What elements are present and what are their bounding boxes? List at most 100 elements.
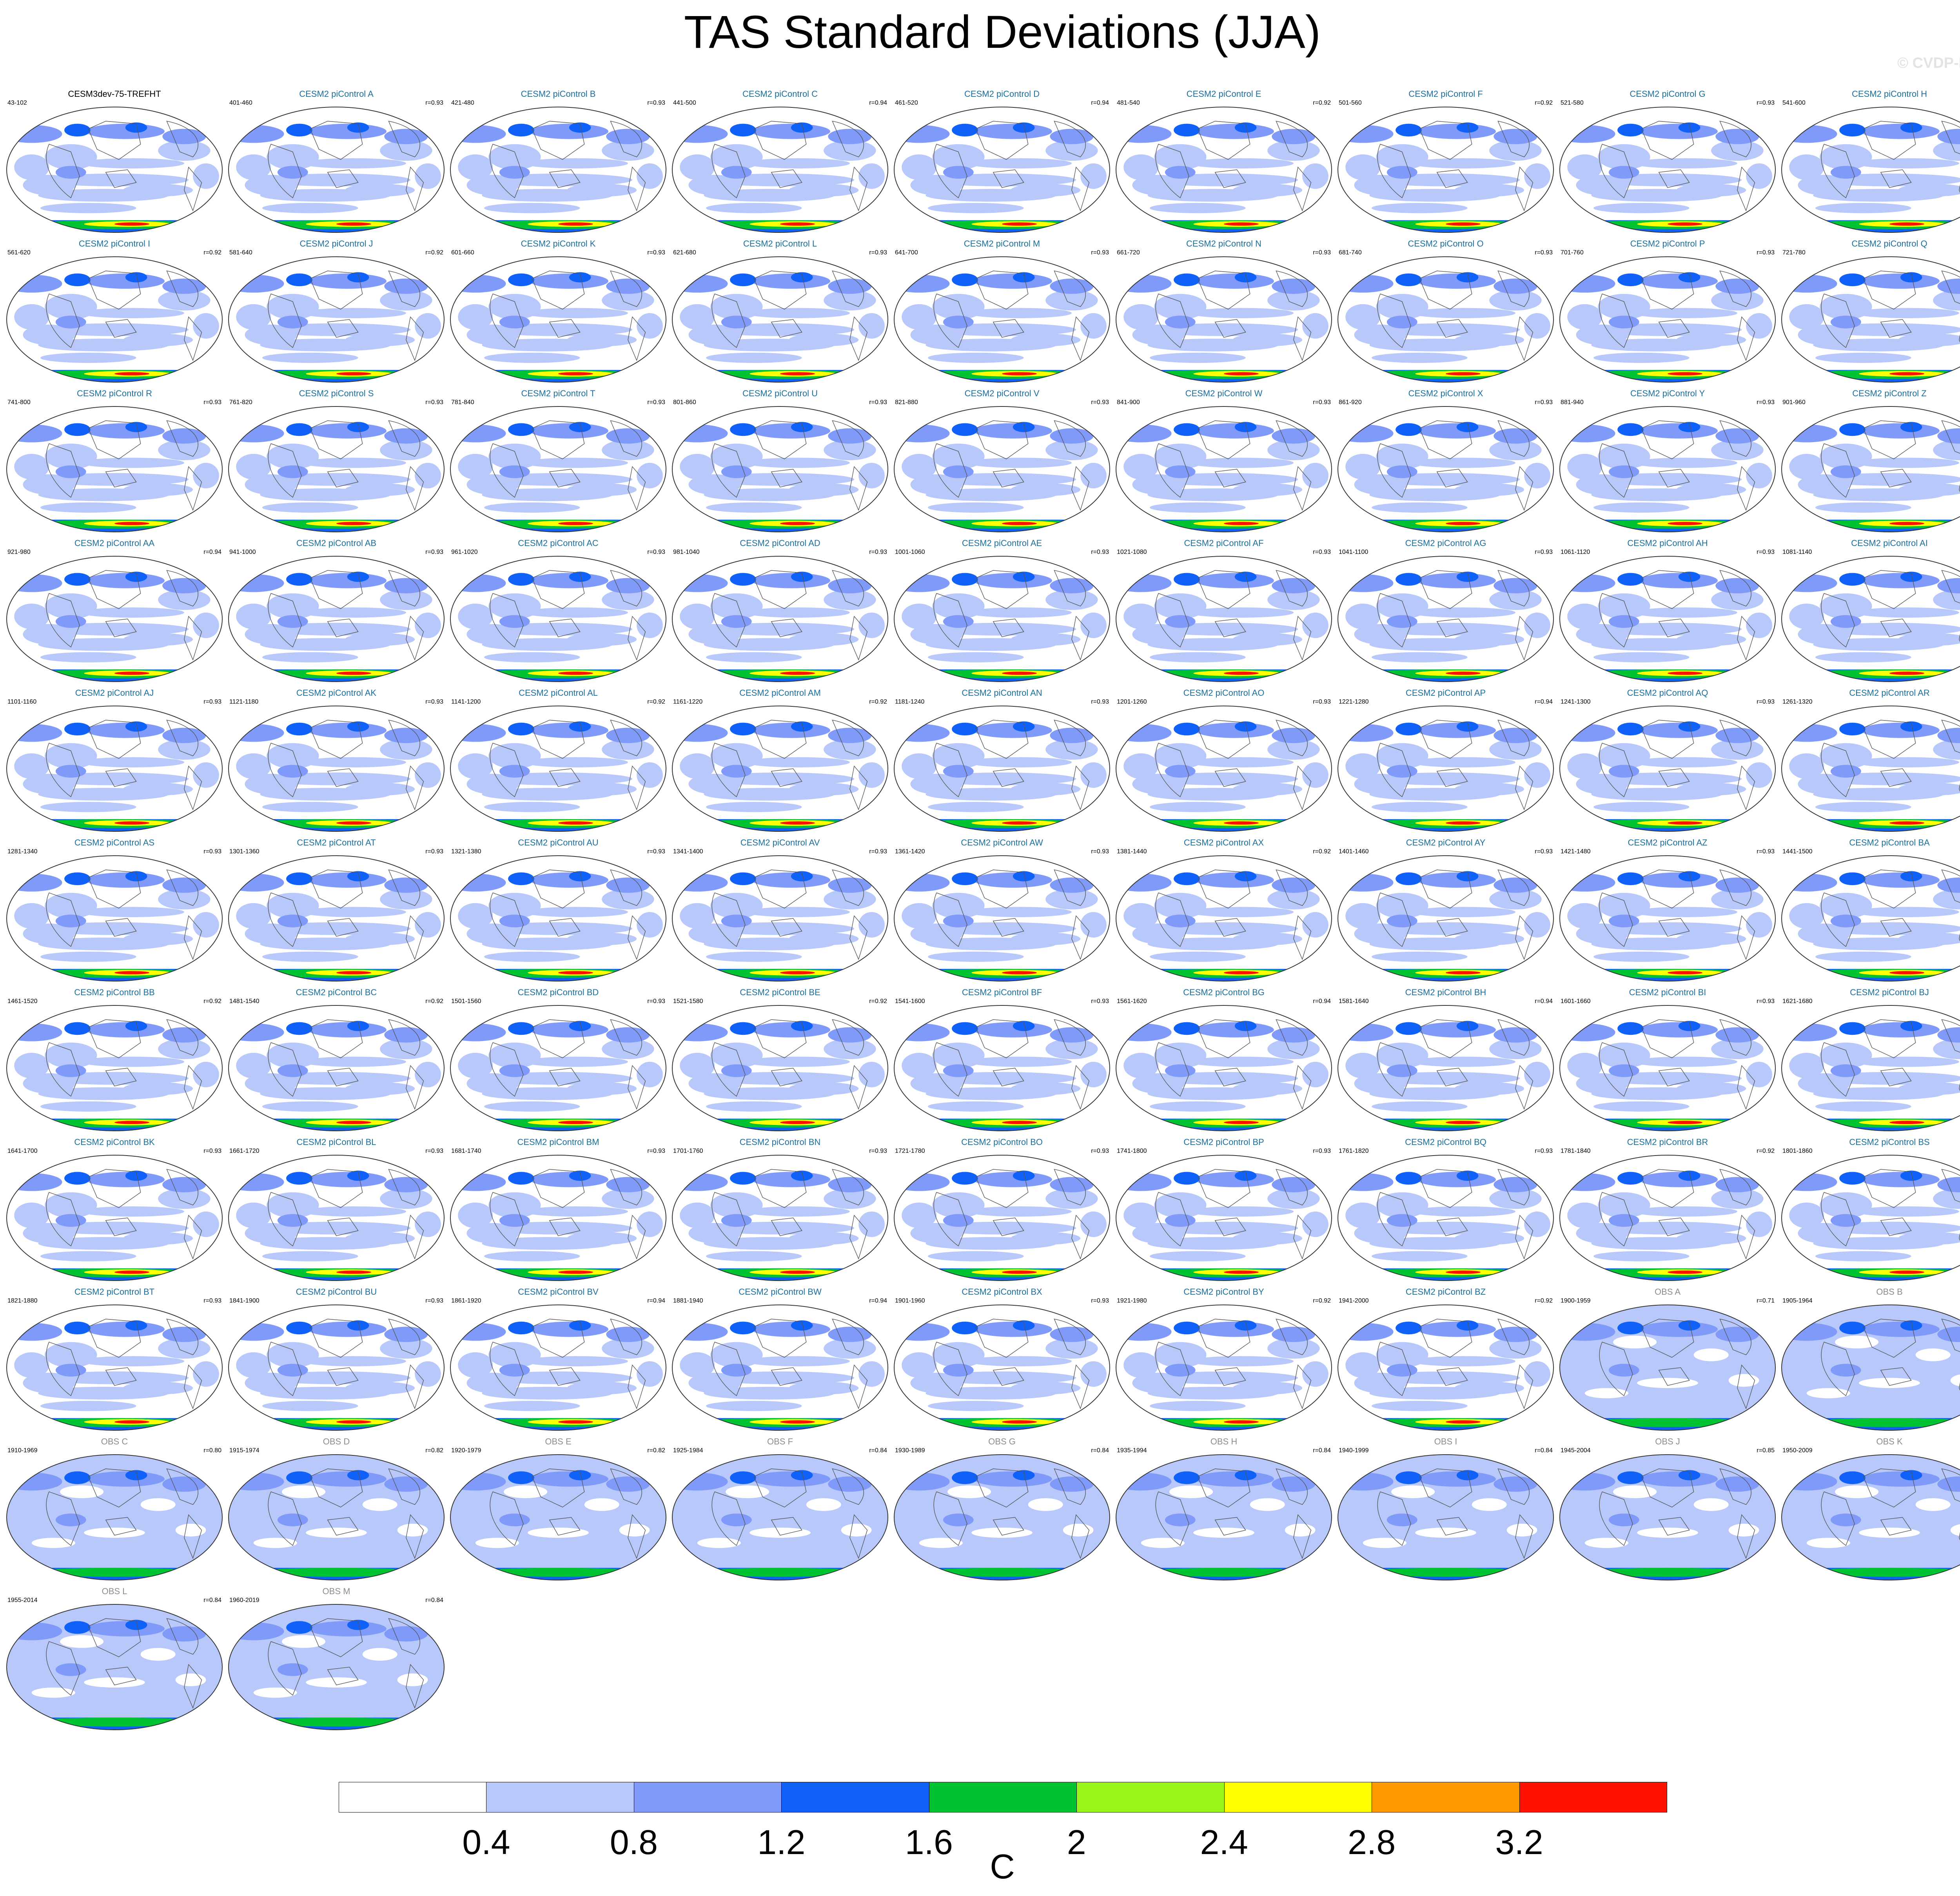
map-plot [1781, 706, 1960, 832]
coastline [1155, 1491, 1189, 1546]
coastline [532, 1169, 585, 1208]
coastline [88, 1319, 141, 1358]
contour-region [558, 1270, 593, 1274]
map-field [229, 706, 444, 831]
contour-region [384, 1326, 428, 1342]
coastline [832, 869, 864, 906]
contour-region [1371, 203, 1468, 213]
panel-years: 1940-1999 [1339, 1447, 1369, 1454]
map-border [672, 256, 888, 383]
contour-region [1234, 572, 1257, 582]
contour-region [1802, 1568, 1960, 1577]
contour-region [1820, 144, 1872, 170]
panel-title: OBS K [1876, 1437, 1903, 1446]
contour-region [415, 463, 441, 488]
contour-region [730, 1172, 756, 1185]
contour-region [114, 1420, 149, 1424]
contour-region [1045, 440, 1098, 461]
map-border [672, 406, 888, 532]
contour-region [1234, 422, 1257, 432]
map-plot [1338, 406, 1554, 532]
panel-correlation: r=0.93 [647, 848, 665, 855]
map-field [1560, 1455, 1775, 1580]
coastline [933, 443, 967, 498]
contour-region [902, 1352, 937, 1378]
map-border [450, 706, 666, 832]
contour-region [384, 1027, 428, 1043]
contour-region [1839, 273, 1866, 287]
contour-region [1080, 1361, 1107, 1387]
coastline [327, 469, 359, 488]
contour-region [791, 721, 813, 732]
map-panel: CESM2 piControl BQ 1761-1820 r=0.93 [1335, 1137, 1557, 1283]
contour-region [1189, 1206, 1294, 1217]
chart-title: TAS Standard Deviations (JJA) [684, 6, 1321, 58]
contour-region [1234, 272, 1257, 283]
coastline [1276, 1019, 1308, 1056]
contour-region [680, 454, 715, 480]
contour-region [791, 1320, 813, 1331]
contour-region [558, 1420, 593, 1424]
map-border [6, 107, 223, 233]
contour-region [1711, 290, 1764, 311]
map-plot [450, 1005, 666, 1131]
contour-region [123, 782, 193, 796]
contour-region [60, 1485, 104, 1499]
contour-region [558, 222, 593, 226]
contour-region [1489, 739, 1542, 760]
contour-region [286, 1621, 312, 1634]
map-border [450, 1005, 666, 1131]
contour-region [384, 1626, 428, 1642]
map-panel: CESM2 piControl AK 1121-1180 r=0.93 [225, 688, 447, 833]
coastline [1436, 619, 1468, 637]
map-field [672, 706, 888, 831]
contour-region [751, 1022, 830, 1038]
coastline [1497, 270, 1530, 307]
contour-region [488, 1192, 541, 1218]
map-plot [1116, 107, 1332, 233]
coastline [1941, 720, 1960, 757]
map-field [1782, 406, 1960, 532]
coastline [1658, 918, 1690, 937]
coastline [832, 720, 864, 757]
contour-region [488, 743, 541, 769]
contour-region [1165, 1364, 1196, 1377]
coastline [1436, 319, 1468, 338]
contour-region [1411, 1056, 1515, 1067]
contour-region [1494, 1326, 1537, 1342]
coastline [1863, 1019, 1916, 1058]
contour-region [80, 1356, 184, 1366]
coastline [549, 1217, 581, 1236]
contour-region [1815, 352, 1911, 363]
contour-region [569, 1170, 591, 1181]
contour-region [791, 572, 813, 582]
contour-region [1839, 722, 1866, 736]
contour-region [123, 633, 193, 646]
contour-region [123, 483, 193, 496]
panel-title: OBS F [767, 1437, 793, 1446]
coastline [1941, 121, 1960, 158]
contour-region [1900, 1470, 1922, 1481]
contour-region [1639, 1471, 1718, 1487]
panel-years: 1641-1700 [7, 1148, 38, 1154]
map-border [1116, 406, 1332, 532]
contour-region [380, 290, 432, 311]
map-panel: CESM2 piControl BP 1741-1800 r=0.93 [1113, 1137, 1335, 1283]
contour-region [943, 615, 974, 628]
contour-region [1446, 671, 1481, 675]
contour-region [1567, 603, 1602, 630]
contour-region [345, 483, 415, 496]
contour-region [1639, 1321, 1718, 1337]
map-panel: CESM2 piControl W 841-900 r=0.93 [1113, 388, 1335, 534]
contour-region [60, 1635, 104, 1648]
contour-region [1746, 1211, 1772, 1237]
coastline [771, 1068, 802, 1087]
panel-correlation: r=0.93 [869, 249, 887, 256]
panel-correlation: r=0.93 [203, 848, 221, 855]
coastline [166, 121, 198, 158]
contour-region [1302, 163, 1328, 189]
coastline [88, 1019, 141, 1058]
coastline [1941, 1319, 1960, 1355]
coastline [184, 1214, 202, 1260]
panel-title: OBS D [323, 1437, 350, 1446]
